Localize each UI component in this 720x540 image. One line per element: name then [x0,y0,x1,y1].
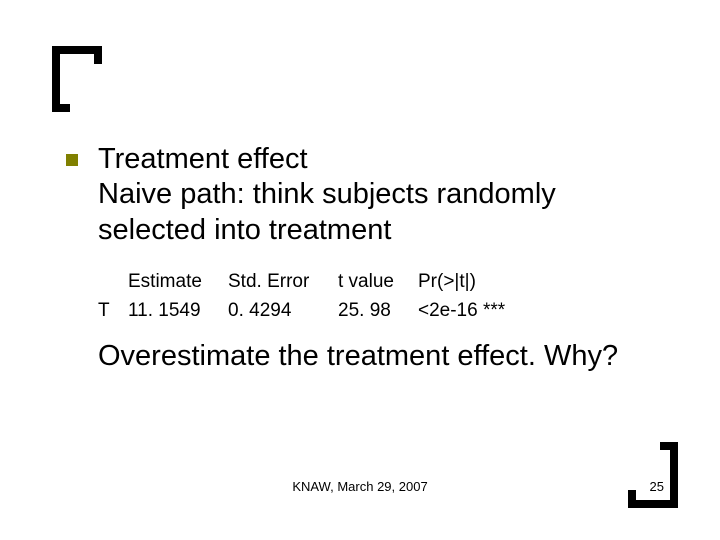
stats-row-tvalue: 25. 98 [338,297,418,326]
page-number: 25 [650,479,664,494]
slide: Treatment effect Naive path: think subje… [0,0,720,540]
footer-text: KNAW, March 29, 2007 [0,479,720,494]
stats-row-pvalue: <2e-16 *** [418,297,505,326]
stats-row-label: T [98,297,128,326]
stats-header-stderr: Std. Error [228,268,338,297]
bullet-square-icon [66,154,78,166]
content-area: Treatment effect Naive path: think subje… [66,142,660,375]
stats-header-tvalue: t value [338,268,418,297]
stats-data-row: T 11. 1549 0. 4294 25. 98 <2e-16 *** [98,297,660,326]
stats-row-estimate: 11. 1549 [128,297,228,326]
stats-header-blank [98,268,128,297]
bullet-text: Treatment effect Naive path: think subje… [98,142,660,248]
bullet-line-2: Naive path: think subjects randomly sele… [98,177,660,248]
stats-row-stderr: 0. 4294 [228,297,338,326]
bullet-line-1: Treatment effect [98,142,660,177]
bullet-item: Treatment effect Naive path: think subje… [66,142,660,248]
stats-header-row: Estimate Std. Error t value Pr(>|t|) [98,268,660,297]
stats-table: Estimate Std. Error t value Pr(>|t|) T 1… [98,268,660,325]
stats-header-estimate: Estimate [128,268,228,297]
followup-text: Overestimate the treatment effect. Why? [98,339,660,374]
stats-header-pvalue: Pr(>|t|) [418,268,476,297]
